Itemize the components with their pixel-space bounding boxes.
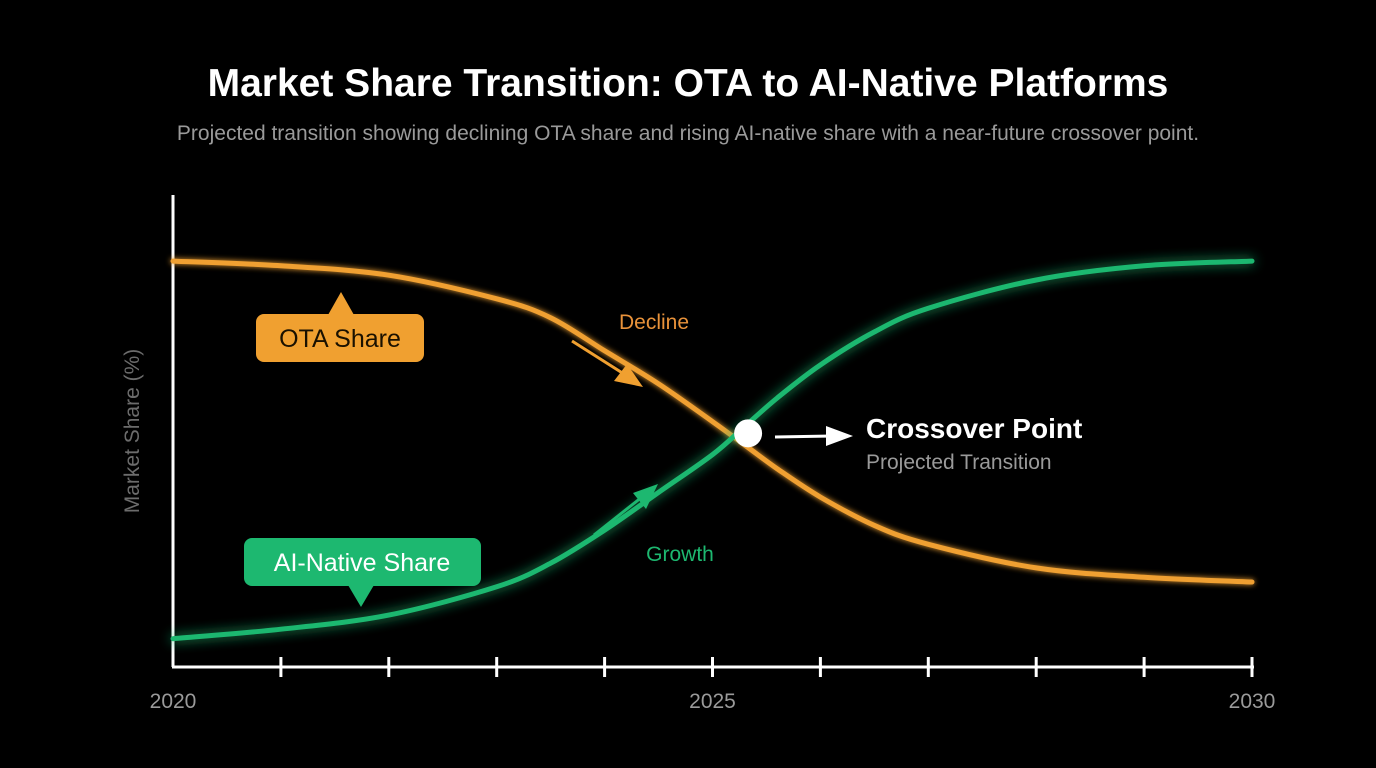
ai-native-share-label: AI-Native Share — [274, 549, 450, 577]
growth-arrow-shaft — [593, 495, 643, 537]
chart-subtitle: Projected transition showing declining O… — [176, 122, 1200, 145]
crossover-arrow-head-icon — [826, 426, 853, 446]
decline-arrow-shaft — [571, 339, 625, 376]
ota-share-badge — [256, 314, 424, 362]
growth-annotation: Growth — [593, 484, 714, 566]
marker-layer — [734, 419, 763, 448]
growth-arrow-head-icon — [633, 484, 658, 509]
ota-share-callout: OTA Share — [256, 292, 424, 362]
crossover-point-title: Crossover Point — [866, 413, 1082, 444]
ai-native-share-badge — [244, 538, 481, 586]
crossover-arrow-shaft — [774, 434, 833, 439]
decline-label: Decline — [619, 311, 689, 334]
crossover-point-marker — [734, 419, 763, 448]
growth-label: Growth — [646, 543, 714, 566]
annotations: OTA Share AI-Native Share Decline Growth… — [244, 292, 1082, 607]
x-tick-label: 2030 — [1229, 690, 1276, 713]
ota-share-label: OTA Share — [279, 325, 401, 353]
ai-native-share-line — [170, 258, 1255, 642]
decline-arrow-head-icon — [614, 364, 643, 387]
ai-native-share-callout: AI-Native Share — [244, 538, 481, 607]
y-axis-label: Market Share (%) — [121, 349, 144, 514]
crossover-annotation: Crossover Point Projected Transition — [774, 413, 1082, 474]
ota-share-line — [170, 258, 1255, 585]
series-layer — [170, 258, 1255, 642]
crossover-point-subtitle: Projected Transition — [866, 451, 1052, 474]
axes: 2020 2025 2030 Market Share (%) — [121, 195, 1275, 713]
x-tick-label: 2025 — [689, 690, 736, 713]
ota-share-pointer — [328, 292, 354, 315]
x-axis-ticks — [279, 657, 1254, 677]
ai-native-share-pointer — [348, 585, 374, 607]
chart-title: Market Share Transition: OTA to AI-Nativ… — [207, 62, 1169, 105]
x-tick-label: 2020 — [150, 690, 197, 713]
x-axis-tick-labels: 2020 2025 2030 — [150, 690, 1276, 713]
decline-annotation: Decline — [571, 311, 689, 387]
